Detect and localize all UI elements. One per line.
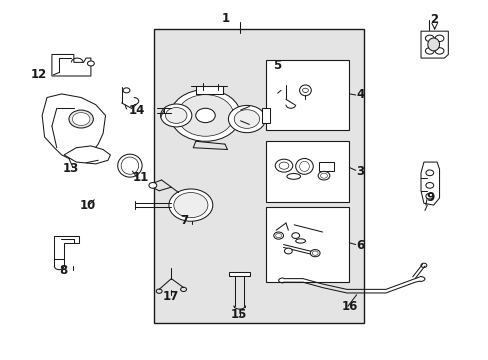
Bar — [266, 207, 348, 282]
Ellipse shape — [121, 157, 139, 174]
Circle shape — [234, 110, 259, 129]
Circle shape — [170, 90, 240, 141]
Text: 14: 14 — [128, 104, 144, 117]
Text: 12: 12 — [31, 68, 47, 81]
Text: 11: 11 — [132, 171, 148, 184]
Text: 1: 1 — [221, 12, 229, 25]
Polygon shape — [64, 146, 110, 164]
Ellipse shape — [299, 161, 309, 171]
Circle shape — [302, 88, 308, 93]
Bar — [195, 86, 222, 94]
Ellipse shape — [299, 85, 311, 96]
Circle shape — [275, 233, 281, 238]
Circle shape — [434, 35, 443, 41]
Circle shape — [72, 113, 90, 126]
Circle shape — [69, 110, 93, 128]
Text: 16: 16 — [341, 301, 358, 314]
Circle shape — [279, 162, 288, 169]
Bar — [154, 30, 363, 323]
Circle shape — [425, 193, 433, 199]
Circle shape — [291, 233, 299, 238]
Polygon shape — [420, 31, 447, 58]
Circle shape — [310, 249, 320, 257]
Circle shape — [284, 248, 292, 254]
Text: 8: 8 — [59, 264, 67, 277]
Bar — [266, 60, 348, 130]
Bar — [266, 140, 348, 202]
Circle shape — [228, 105, 265, 133]
Bar — [261, 108, 270, 123]
Circle shape — [434, 48, 443, 54]
Circle shape — [425, 183, 433, 188]
Circle shape — [165, 108, 186, 123]
Circle shape — [160, 104, 191, 127]
Polygon shape — [52, 54, 91, 76]
Circle shape — [425, 35, 433, 41]
Circle shape — [275, 159, 292, 172]
Circle shape — [318, 171, 329, 180]
Text: 15: 15 — [230, 308, 247, 321]
Text: 13: 13 — [63, 162, 79, 175]
Bar — [228, 272, 250, 276]
Text: 17: 17 — [163, 290, 179, 303]
Circle shape — [177, 95, 233, 136]
Text: 7: 7 — [180, 214, 188, 227]
Text: 5: 5 — [272, 59, 281, 72]
Circle shape — [168, 189, 212, 221]
Ellipse shape — [286, 174, 300, 179]
Ellipse shape — [295, 239, 305, 243]
Circle shape — [173, 193, 207, 218]
Text: 3: 3 — [356, 165, 364, 178]
Circle shape — [87, 61, 94, 66]
Text: 10: 10 — [80, 199, 96, 212]
Circle shape — [195, 108, 215, 123]
Circle shape — [312, 251, 318, 255]
Text: 6: 6 — [356, 239, 364, 252]
Circle shape — [149, 183, 157, 188]
Text: 9: 9 — [425, 192, 433, 204]
Circle shape — [425, 170, 433, 176]
Bar — [319, 162, 333, 171]
Polygon shape — [54, 235, 79, 259]
Polygon shape — [42, 94, 105, 158]
Ellipse shape — [427, 38, 439, 51]
Polygon shape — [420, 162, 439, 205]
Ellipse shape — [295, 158, 313, 174]
Circle shape — [273, 232, 283, 239]
Circle shape — [320, 173, 327, 178]
Circle shape — [425, 48, 433, 54]
Circle shape — [123, 88, 130, 93]
Text: 2: 2 — [429, 13, 437, 26]
Ellipse shape — [118, 154, 142, 177]
Text: 4: 4 — [356, 88, 364, 101]
